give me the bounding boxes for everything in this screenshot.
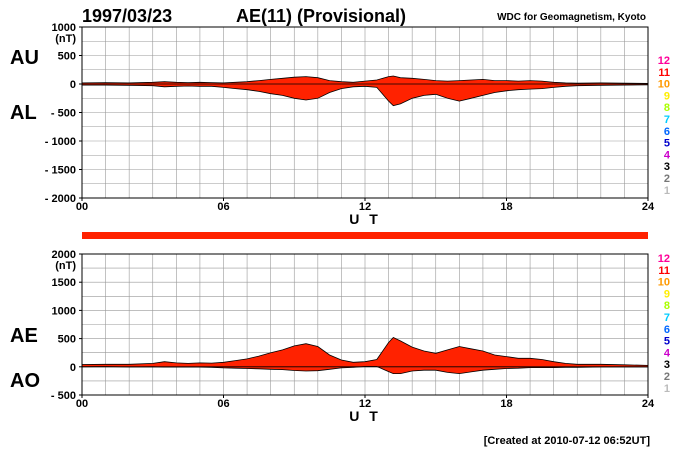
station-legend-item: 5 xyxy=(664,138,670,150)
x-tick-label: 12 xyxy=(359,201,371,213)
y-tick-label: 500 xyxy=(58,51,76,63)
x-tick-label: 06 xyxy=(217,398,229,410)
x-tick-label: 18 xyxy=(500,201,512,213)
separator-band xyxy=(82,232,648,239)
lower-series-label: AL xyxy=(10,102,37,124)
area-between-series xyxy=(82,76,648,106)
y-tick-label: 1000 xyxy=(52,305,76,317)
created-timestamp: [Created at 2010-07-12 06:52UT] xyxy=(484,435,651,447)
station-legend-item: 11 xyxy=(658,67,670,79)
station-legend-item: 11 xyxy=(658,265,670,277)
upper-series-label: AU xyxy=(10,47,39,69)
station-legend-item: 7 xyxy=(664,312,670,324)
series-line-ae xyxy=(81,337,649,366)
station-legend-item: 3 xyxy=(664,359,670,371)
station-legend-item: 6 xyxy=(664,126,670,138)
station-legend-item: 5 xyxy=(664,336,670,348)
y-tick-label: 0 xyxy=(70,362,76,374)
y-tick-label: - 500 xyxy=(51,108,76,120)
x-tick-label: 06 xyxy=(217,201,229,213)
upper-series-label: AE xyxy=(10,325,38,347)
x-axis-label: U T xyxy=(349,211,381,227)
station-legend-item: 3 xyxy=(664,161,670,173)
station-legend-item: 6 xyxy=(664,324,670,336)
unit-label: (nT) xyxy=(55,33,76,45)
station-legend-item: 2 xyxy=(664,173,670,185)
station-legend-item: 8 xyxy=(664,102,670,114)
ae-ao-panel: 2000 1500 1000 500 0 - 500 (nT) 00 06 12 18 24 U T AE… xyxy=(10,249,655,424)
x-tick-label: 24 xyxy=(642,398,655,410)
x-axis-label: U T xyxy=(349,408,381,424)
station-legend-item: 9 xyxy=(664,288,670,300)
station-legend-item: 9 xyxy=(664,90,670,102)
station-legend-item: 4 xyxy=(664,347,671,359)
station-legend-item: 10 xyxy=(658,277,670,289)
au-al-panel: 1000 500 0 - 500 - 1000 - 1500 - 2000 (nT) 00 06 1… xyxy=(10,22,655,227)
source-label: WDC for Geomagnetism, Kyoto xyxy=(497,12,646,23)
lower-series-label: AO xyxy=(10,370,40,392)
station-legend-item: 8 xyxy=(664,300,670,312)
y-tick-label: 2000 xyxy=(52,249,76,261)
grid xyxy=(82,27,648,198)
index-title: AE(11) (Provisional) xyxy=(236,6,406,26)
station-legend-item: 1 xyxy=(664,185,670,197)
x-tick-label: 18 xyxy=(500,398,512,410)
y-tick-label: - 1500 xyxy=(45,165,76,177)
y-tick-label: 500 xyxy=(58,334,76,346)
station-legend-item: 12 xyxy=(658,253,670,265)
area-between-series xyxy=(82,337,648,374)
station-legend-item: 1 xyxy=(664,383,670,395)
x-tick-label: 12 xyxy=(359,398,371,410)
station-legend-item: 2 xyxy=(664,371,670,383)
y-tick-label: 1500 xyxy=(52,277,76,289)
station-legend-item: 7 xyxy=(664,114,670,126)
date-title: 1997/03/23 xyxy=(82,6,172,26)
unit-label: (nT) xyxy=(55,260,76,272)
series-line-au xyxy=(81,75,649,84)
station-legend-item: 12 xyxy=(658,55,670,67)
station-legend-item: 4 xyxy=(664,149,671,161)
y-tick-label: - 1000 xyxy=(45,136,76,148)
x-tick-label: 00 xyxy=(76,201,88,213)
grid xyxy=(82,254,648,395)
station-legend-item: 10 xyxy=(658,79,670,91)
x-tick-label: 24 xyxy=(642,201,655,213)
y-tick-label: - 500 xyxy=(51,390,76,402)
y-tick-label: 1000 xyxy=(52,22,76,34)
series-line-al xyxy=(82,84,649,107)
y-tick-label: - 2000 xyxy=(45,193,76,205)
y-tick-label: 0 xyxy=(70,79,76,91)
x-tick-label: 00 xyxy=(76,398,88,410)
